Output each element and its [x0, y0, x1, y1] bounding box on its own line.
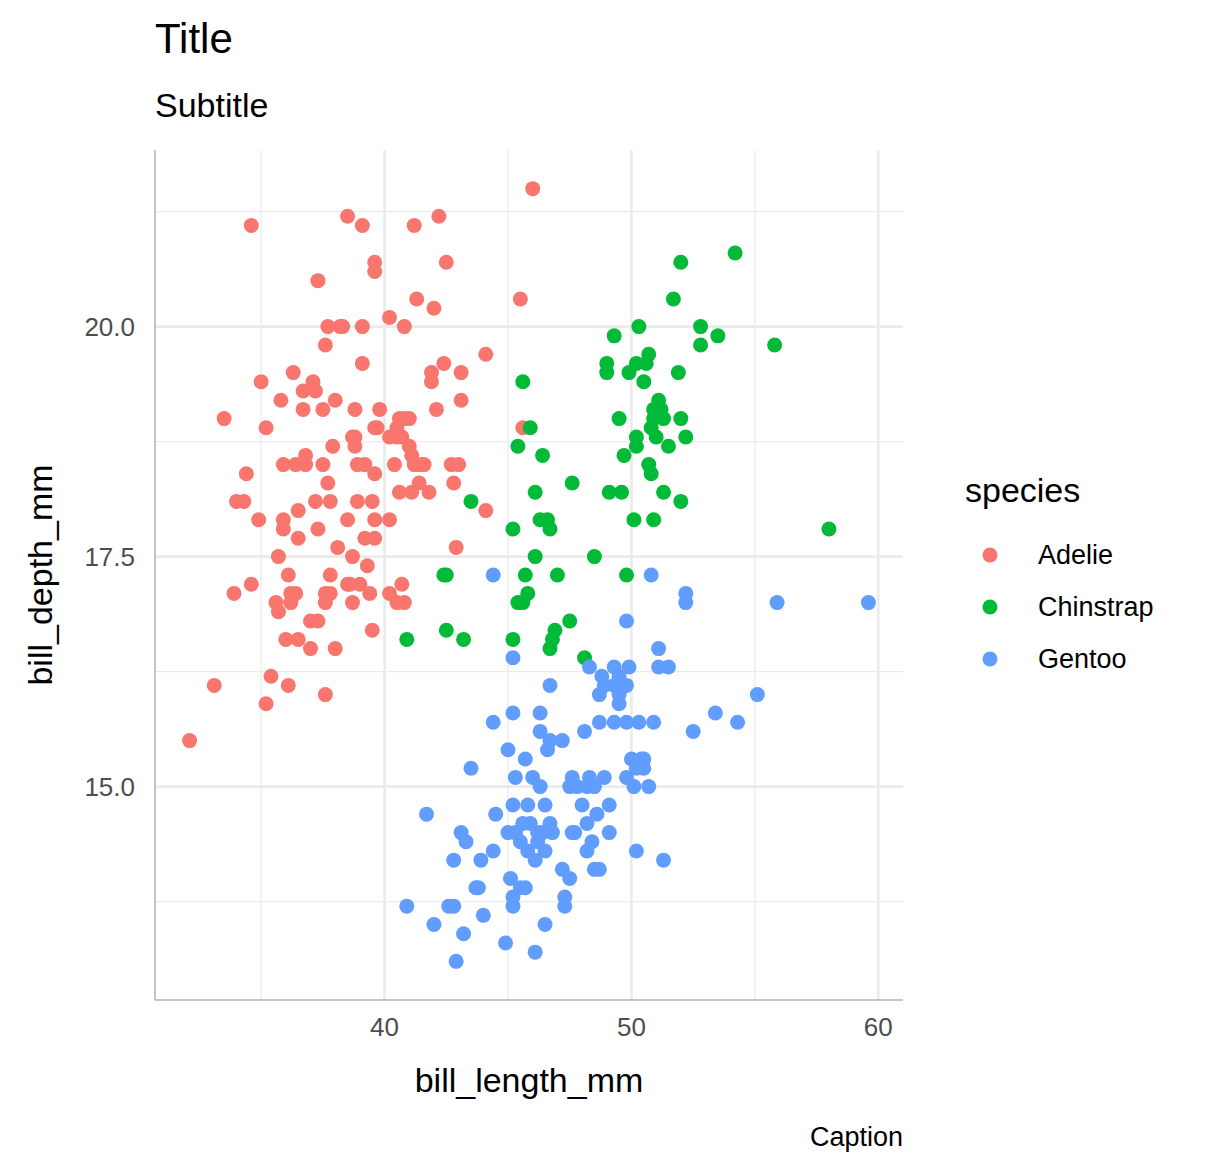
- html-text:Gentoo: Gentoo: [1038, 644, 1127, 674]
- html-text:Caption: Caption: [809, 1122, 903, 1152]
- svg-text:40: 40: [370, 1012, 399, 1042]
- svg-text:60: 60: [864, 1012, 893, 1042]
- html-text:Title: Title: [155, 15, 233, 62]
- html-text:bill_depth_mm: bill_depth_mm: [21, 464, 59, 686]
- svg-text:20.0: 20.0: [84, 312, 135, 342]
- html-text:bill_length_mm: bill_length_mm: [414, 1061, 644, 1099]
- html-text:Subtitle: Subtitle: [155, 86, 269, 124]
- svg-text:15.0: 15.0: [84, 772, 135, 802]
- html-text:Chinstrap: Chinstrap: [1038, 592, 1154, 622]
- svg-text:50: 50: [617, 1012, 646, 1042]
- html-text:Adelie: Adelie: [1038, 540, 1114, 570]
- svg-text:17.5: 17.5: [84, 542, 135, 572]
- html-text:species: species: [965, 471, 1081, 509]
